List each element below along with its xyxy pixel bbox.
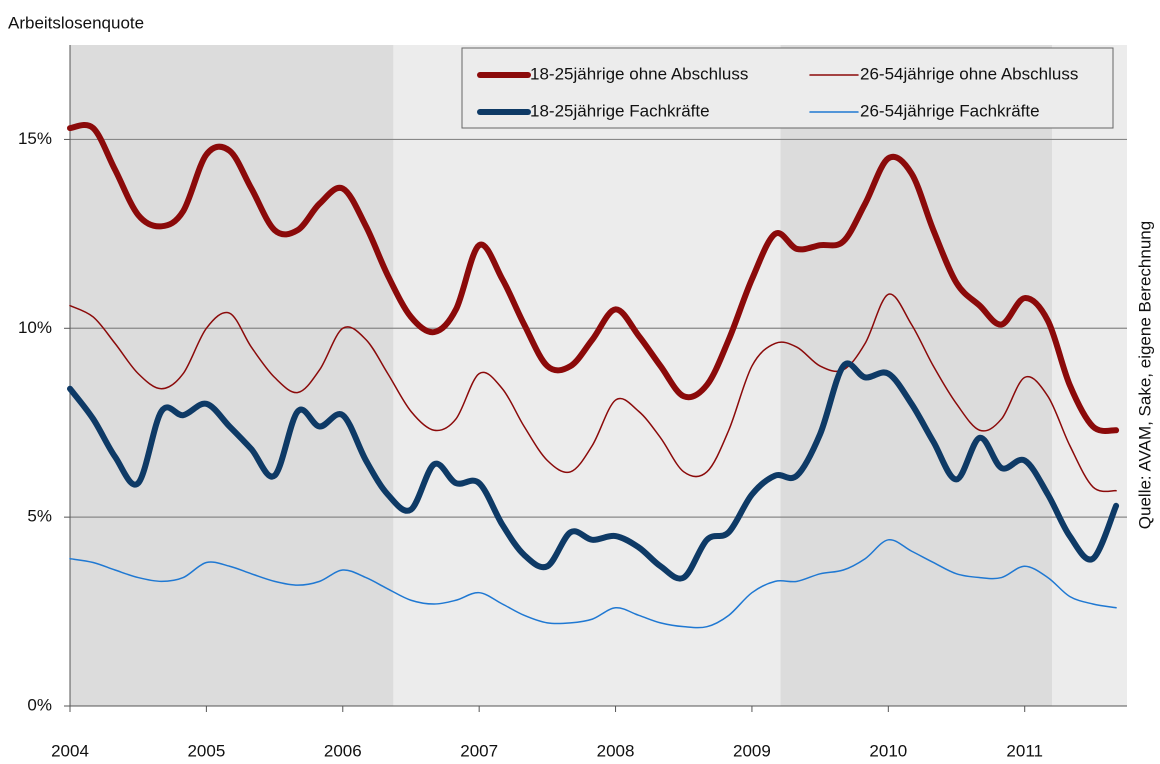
- legend: 18-25jährige ohne Abschluss 26-54jährige …: [461, 47, 1114, 129]
- x-tick-label: 2009: [733, 741, 771, 760]
- legend-box: [461, 47, 1114, 129]
- x-tick-label: 2006: [324, 741, 362, 760]
- x-tick-label: 2005: [187, 741, 225, 760]
- series-line: [69, 293, 1117, 493]
- y-tick-label: 10%: [18, 318, 52, 337]
- y-tick-label: 5%: [27, 507, 52, 526]
- x-tick-label: 2004: [51, 741, 89, 760]
- series-line: [69, 539, 1117, 629]
- shaded-period: [70, 45, 394, 706]
- series-line: [67, 122, 1120, 434]
- legend-label: 18-25jährige Fachkräfte: [530, 101, 710, 120]
- x-tick-label: 2011: [1006, 741, 1043, 760]
- x-tick-label: 2008: [597, 741, 635, 760]
- source-note: Quelle: AVAM, Sake, eigene Berechnung: [1135, 221, 1154, 529]
- legend-label: 18-25jährige ohne Abschluss: [530, 64, 748, 83]
- y-tick-label: 0%: [27, 695, 52, 714]
- shaded-period: [780, 45, 1052, 706]
- legend-label: 26-54jährige ohne Abschluss: [860, 64, 1078, 83]
- x-tick-label: 2007: [460, 741, 498, 760]
- y-axis-label: Arbeitslosenquote: [8, 13, 144, 32]
- legend-label: 26-54jährige Fachkräfte: [860, 101, 1040, 120]
- y-tick-label: 15%: [18, 129, 52, 148]
- series-line: [67, 360, 1120, 582]
- x-tick-label: 2010: [869, 741, 907, 760]
